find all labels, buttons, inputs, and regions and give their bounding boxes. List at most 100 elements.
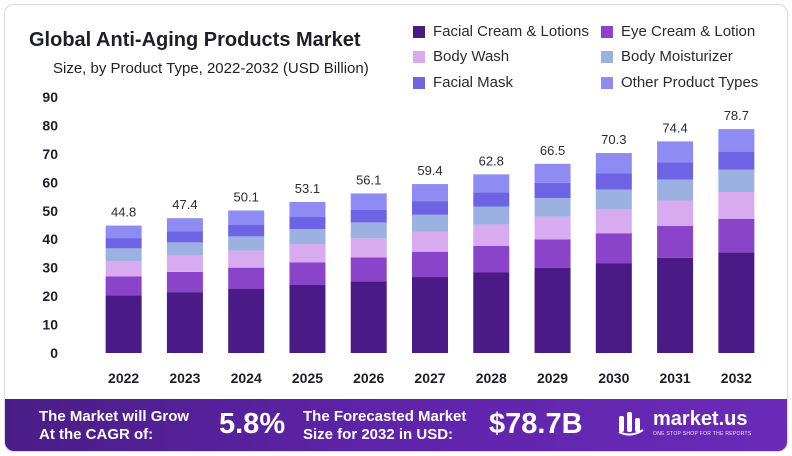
bar-segment <box>718 252 755 353</box>
bar-total-label: 53.1 <box>295 181 320 196</box>
bar-segment <box>289 244 326 263</box>
bar-segment <box>228 250 265 268</box>
bar-segment <box>412 231 448 252</box>
y-tick-label: 60 <box>42 174 58 190</box>
forecast-label-line1: The Forecasted Market <box>303 408 467 425</box>
legend-swatch <box>601 25 613 38</box>
bar-total-label: 74.4 <box>662 120 687 135</box>
legend-item-body-wash: Body Wash <box>413 48 509 65</box>
y-tick-label: 30 <box>42 260 58 276</box>
chart-title: Global Anti-Aging Products Market <box>29 29 361 51</box>
legend-item-facial-mask: Facial Mask <box>413 74 513 91</box>
x-tick-label: 2032 <box>721 370 752 386</box>
bar-segment <box>228 225 265 237</box>
cagr-label-line2: At the CAGR of: <box>39 426 154 443</box>
bar-segment <box>105 238 142 249</box>
bar-segment <box>657 179 694 201</box>
bar-segment <box>534 216 571 240</box>
bar-total-label: 78.7 <box>724 108 749 123</box>
bar-segment <box>289 285 326 353</box>
bar-segment <box>350 257 387 282</box>
bar-segment <box>595 233 632 264</box>
legend-item-body-moisturizer: Body Moisturizer <box>601 48 733 65</box>
legend-item-eye-cream: Eye Cream & Lotion <box>601 23 755 40</box>
bar-segment <box>350 193 387 210</box>
bar-segment <box>657 162 694 180</box>
bar-segment <box>228 267 265 289</box>
y-tick-label: 40 <box>42 231 58 247</box>
bar-segment <box>166 231 203 243</box>
brand-mark-icon <box>618 412 644 436</box>
forecast-label-line2: Size for 2032 in USD: <box>303 426 454 443</box>
x-tick-label: 2028 <box>476 370 507 386</box>
bar-segment <box>534 197 571 217</box>
bar-segment <box>595 173 632 190</box>
legend-swatch <box>413 76 425 89</box>
bar-segment <box>228 236 265 251</box>
forecast-value: $78.7B <box>489 408 583 440</box>
legend-label: Other Product Types <box>621 74 759 91</box>
y-tick-label: 90 <box>42 89 58 105</box>
legend-swatch <box>601 76 613 89</box>
bar-segment <box>166 292 203 353</box>
legend-item-other-product-types: Other Product Types <box>601 74 758 91</box>
bar-segment <box>166 255 203 272</box>
bar-segment <box>228 289 265 353</box>
brand-name: market.us <box>653 408 748 430</box>
x-tick-label: 2031 <box>660 370 691 386</box>
legend-swatch <box>413 25 425 38</box>
bar-segment <box>473 174 510 193</box>
y-tick-label: 80 <box>42 117 58 133</box>
bar-total-label: 62.8 <box>479 153 504 168</box>
bar-segment <box>534 163 571 183</box>
cagr-label-line1: The Market will Grow <box>39 408 190 425</box>
stacked-bar-chart: 010203040506070809044.8202247.4202350.12… <box>42 89 755 386</box>
bar-segment <box>105 295 142 353</box>
bar-segment <box>718 129 755 152</box>
bar-segment <box>657 225 694 258</box>
bar-segment <box>412 251 448 278</box>
x-tick-label: 2030 <box>598 370 629 386</box>
x-tick-label: 2025 <box>292 370 323 386</box>
y-tick-label: 10 <box>42 317 58 333</box>
bar-segment <box>718 218 755 253</box>
chart-subtitle: Size, by Product Type, 2022-2032 (USD Bi… <box>53 60 369 77</box>
bar-segment <box>473 206 510 225</box>
y-tick-label: 50 <box>42 203 58 219</box>
bar-segment <box>412 184 448 202</box>
brand-logo: market.us ONE STOP SHOP FOR THE REPORTS <box>617 409 752 437</box>
bar-segment <box>595 153 632 174</box>
bar-segment <box>105 276 142 296</box>
legend-swatch <box>413 50 425 63</box>
x-tick-label: 2027 <box>414 370 445 386</box>
legend-item-facial-cream: Facial Cream & Lotions <box>413 23 589 40</box>
bar-segment <box>534 267 571 353</box>
bar-segment <box>473 224 510 246</box>
legend-label: Eye Cream & Lotion <box>621 23 756 40</box>
bar-segment <box>166 271 203 293</box>
bar-segment <box>718 151 755 170</box>
bar-segment <box>289 201 326 218</box>
bar-total-label: 70.3 <box>601 132 626 147</box>
bar-segment <box>595 209 632 234</box>
cagr-value: 5.8% <box>219 408 286 440</box>
y-tick-label: 0 <box>50 345 58 361</box>
bar-segment <box>166 242 203 256</box>
bar-segment <box>412 277 448 353</box>
x-tick-label: 2029 <box>537 370 568 386</box>
bar-segment <box>473 245 510 273</box>
bar-segment <box>350 209 387 223</box>
bar-segment <box>473 192 510 207</box>
bar-segment <box>105 248 142 262</box>
legend-label: Facial Cream & Lotions <box>433 23 589 40</box>
legend-label: Facial Mask <box>433 74 514 91</box>
bar-total-label: 44.8 <box>111 205 136 220</box>
bar-segment <box>657 257 694 353</box>
brand-tagline: ONE STOP SHOP FOR THE REPORTS <box>653 431 752 437</box>
bar-segment <box>105 261 142 277</box>
bar-segment <box>289 228 326 245</box>
bar-segment <box>718 169 755 193</box>
x-tick-label: 2022 <box>108 370 139 386</box>
x-tick-label: 2026 <box>353 370 384 386</box>
chart-card: Global Anti-Aging Products Market Size, … <box>4 4 788 452</box>
